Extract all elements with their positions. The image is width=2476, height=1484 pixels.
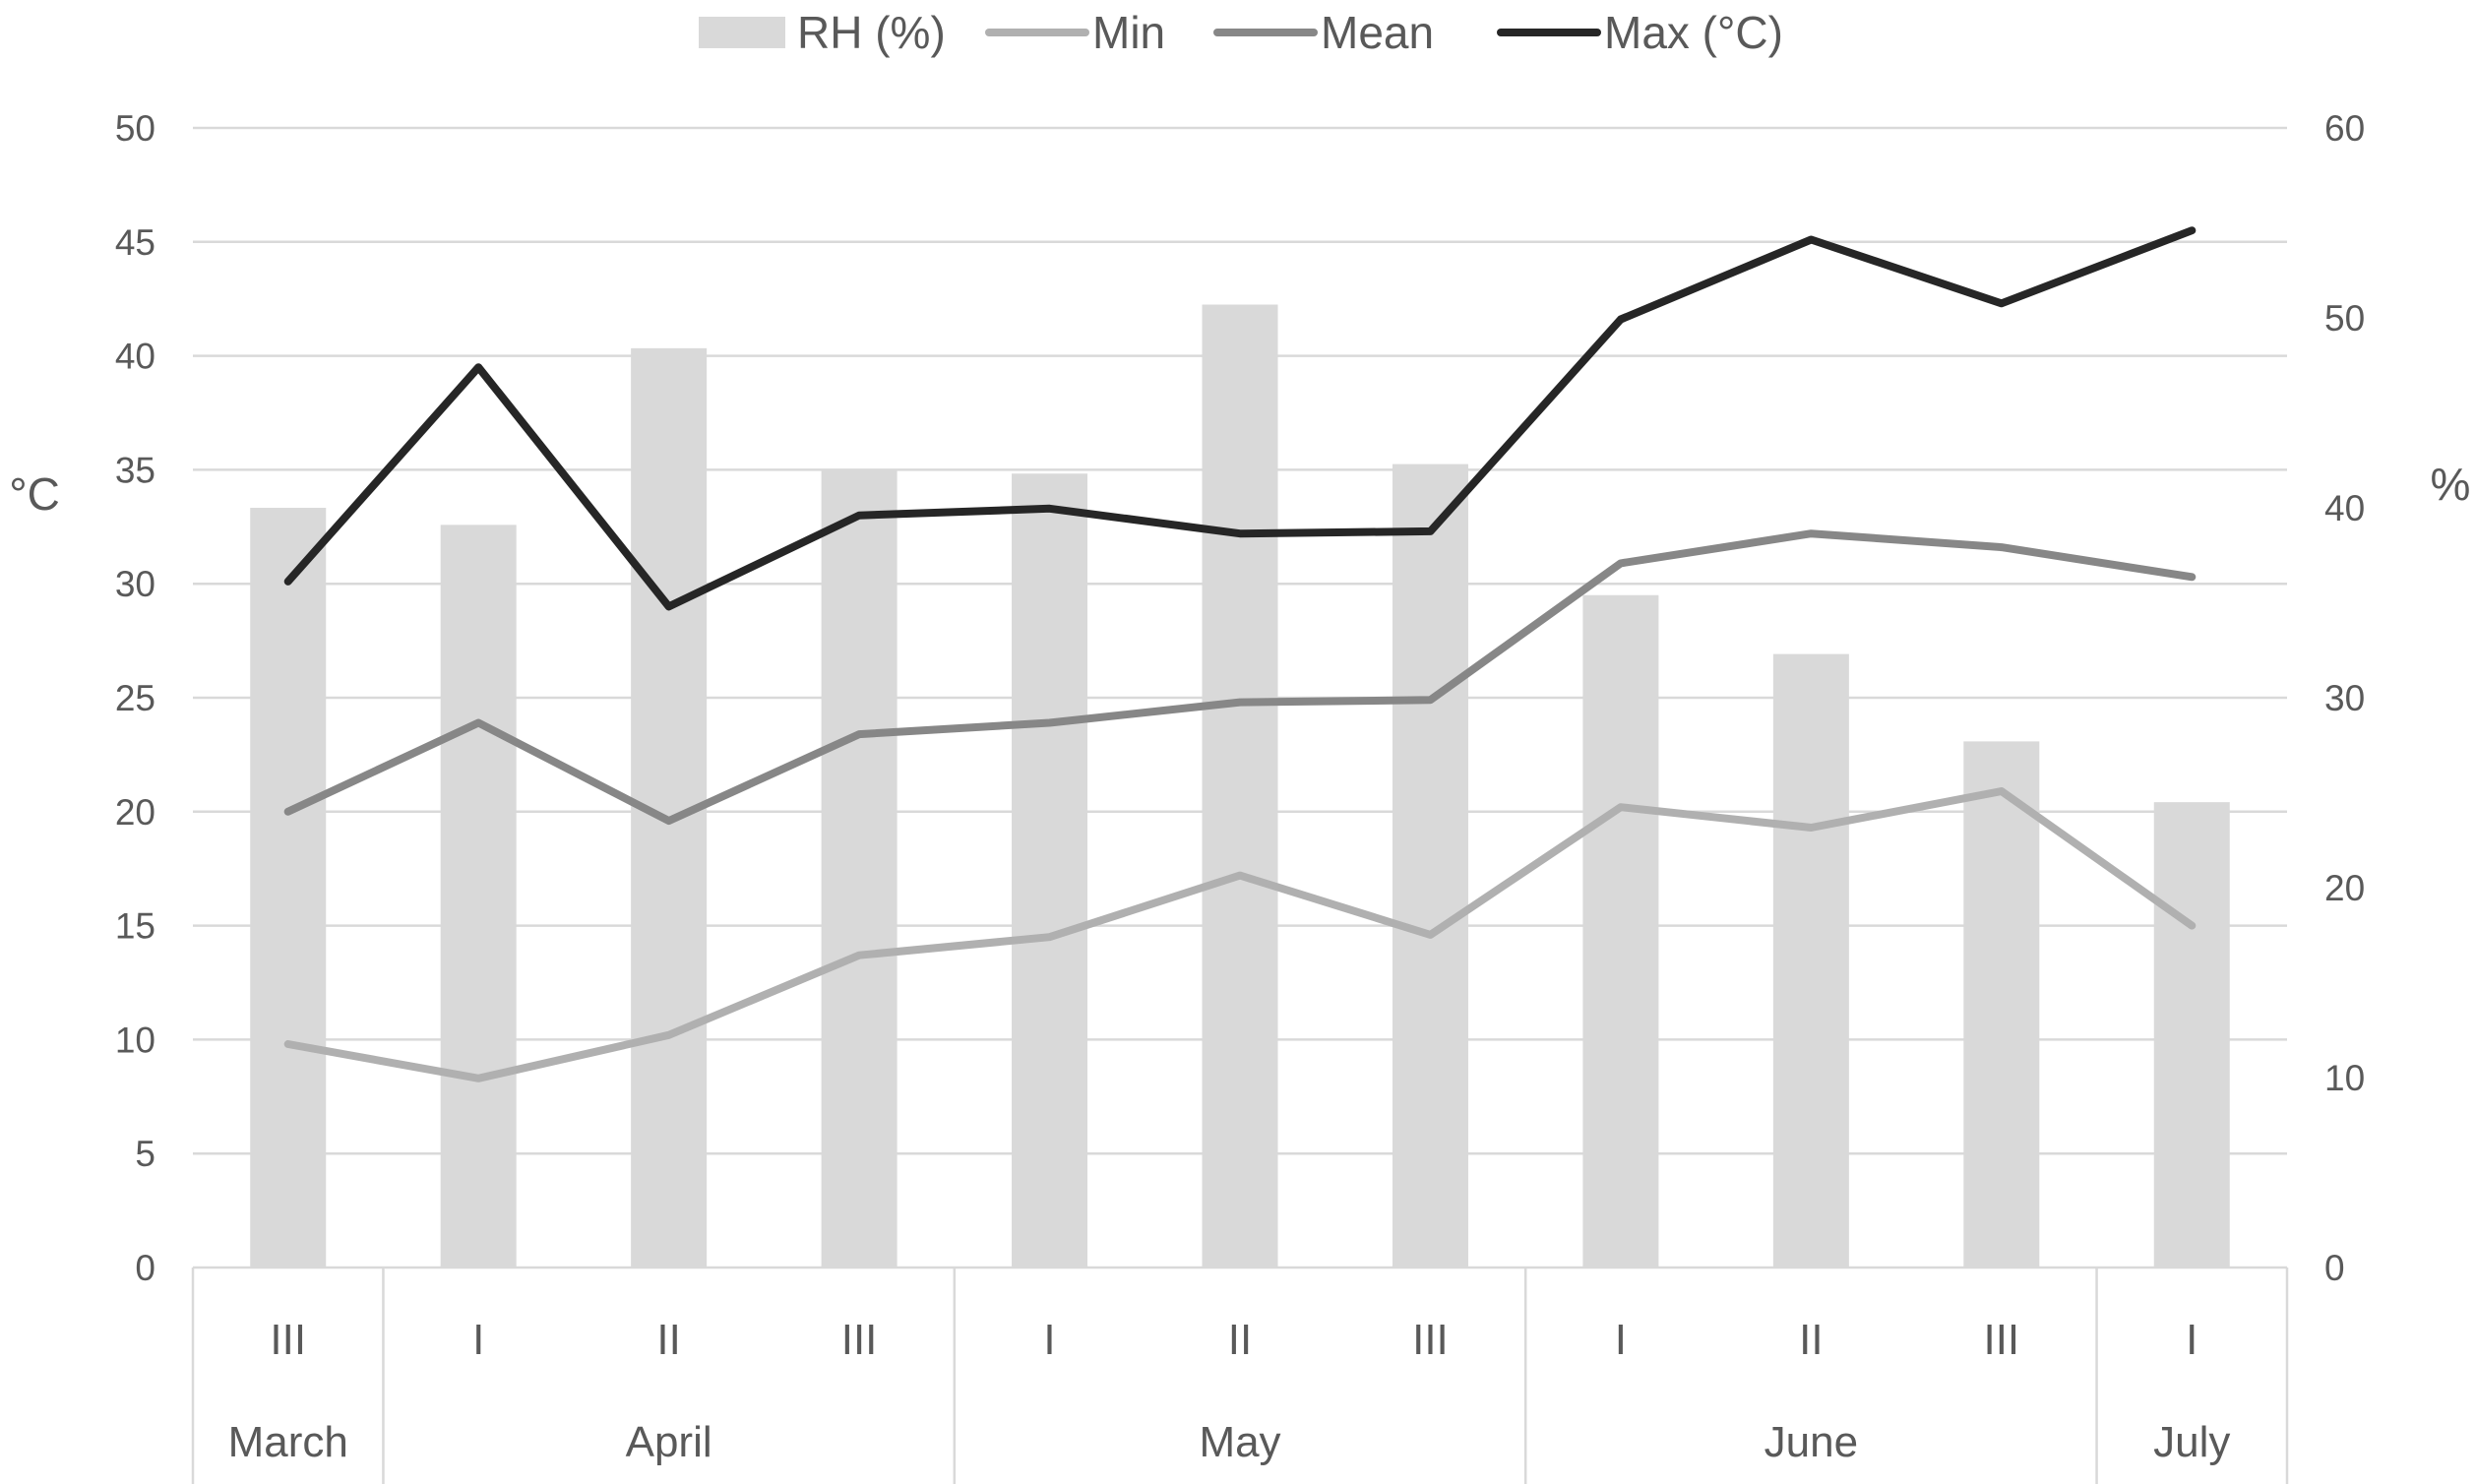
rh-bar (250, 508, 327, 1268)
legend-item: RH (%) (699, 7, 946, 58)
x-tick-label: I (1043, 1316, 1055, 1364)
max-c-line (283, 226, 2197, 611)
legend-item: Max (°C) (1497, 7, 1783, 58)
mean-line (283, 529, 2197, 826)
rh-bars (250, 304, 2230, 1268)
temperature-lines (283, 226, 2197, 1082)
x-tick-label: III (841, 1316, 878, 1364)
y-left-tick-label: 0 (135, 1248, 155, 1288)
legend: RH (%) Min Mean Max (°C) (699, 7, 1783, 58)
y-left-tick-label: 35 (115, 450, 155, 490)
x-tick-label: III (1412, 1316, 1449, 1364)
y-right-tick-label: 20 (2324, 868, 2365, 908)
rh-bar (1963, 741, 2040, 1268)
legend-label: Max (°C) (1604, 7, 1783, 58)
y-left-tick-label: 40 (115, 337, 155, 377)
x-tick-label: I (1615, 1316, 1627, 1364)
y-left-tick-label: 15 (115, 906, 155, 947)
legend-label: Min (1092, 7, 1165, 58)
x-tick-label: III (1983, 1316, 2019, 1364)
y-axis-right-title: % (2431, 459, 2471, 510)
rh-bar (1582, 594, 1659, 1268)
y-left-tick-label: 20 (115, 792, 155, 833)
x-tick-label: II (1799, 1316, 1823, 1364)
y-left-tick-label: 45 (115, 222, 155, 263)
rh-bar (1012, 473, 1088, 1268)
y-left-tick-label: 50 (115, 108, 155, 149)
y-left-tick-label: 5 (135, 1134, 155, 1174)
rh-bar (1772, 653, 1849, 1268)
min-line (283, 787, 2197, 1082)
legend-label: Mean (1321, 7, 1434, 58)
rh-bar (2153, 802, 2230, 1268)
x-tick-label: I (2186, 1316, 2197, 1364)
y-axis-left-title: °C (9, 468, 60, 520)
rh-bar (440, 525, 517, 1268)
y-right-tick-label: 40 (2324, 488, 2365, 528)
rh-bar (821, 469, 898, 1268)
x-tick-label: II (656, 1316, 680, 1364)
rh-bar (1202, 304, 1278, 1268)
legend-item: Min (985, 7, 1165, 58)
y-left-tick-label: 30 (115, 564, 155, 604)
x-tick-label: III (270, 1316, 306, 1364)
y-right-tick-label: 30 (2324, 678, 2365, 718)
x-group-label: April (626, 1418, 712, 1466)
y-right-tick-label: 0 (2324, 1248, 2345, 1288)
x-group-label: July (2153, 1418, 2230, 1466)
rh-bar (1392, 464, 1468, 1268)
y-right-tick-label: 10 (2324, 1058, 2365, 1098)
x-group-label: June (1764, 1418, 1858, 1466)
legend-item: Mean (1213, 7, 1434, 58)
legend-label: RH (%) (797, 7, 946, 58)
y-right-tick-label: 60 (2324, 108, 2365, 149)
y-left-tick-label: 25 (115, 678, 155, 718)
x-group-label: March (228, 1418, 348, 1466)
x-group-label: May (1199, 1418, 1280, 1466)
y-right-tick-label: 50 (2324, 298, 2365, 339)
x-tick-label: I (472, 1316, 484, 1364)
legend-swatch-bar (699, 17, 785, 48)
x-tick-label: II (1228, 1316, 1252, 1364)
y-left-tick-label: 10 (115, 1020, 155, 1060)
